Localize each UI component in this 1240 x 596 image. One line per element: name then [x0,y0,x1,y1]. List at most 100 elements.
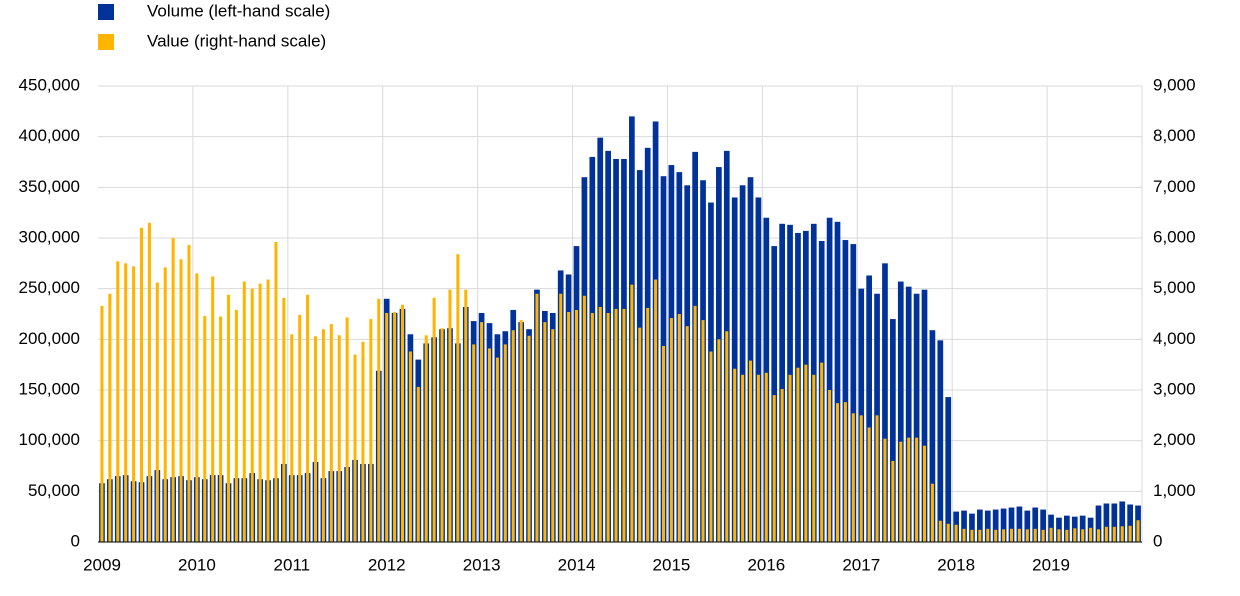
value-bar [266,279,270,542]
value-bar [812,374,816,542]
volume-bar [842,240,849,542]
y2-tick-label: 4,000 [1153,329,1196,348]
value-bar [891,460,895,542]
value-bar [377,298,381,542]
value-bar [1136,520,1140,542]
value-bar [598,306,602,542]
value-bar [915,437,919,542]
value-bar [1041,529,1045,542]
y2-tick-label: 8,000 [1153,126,1196,145]
value-bar [226,294,231,542]
value-bar [954,524,958,542]
value-bar [448,289,452,542]
x-tick-label: 2013 [463,555,501,574]
value-bar [646,307,650,542]
legend-label: Volume (left-hand scale) [147,1,330,20]
value-bar [219,316,223,542]
value-bar [211,276,215,542]
y-tick-label: 150,000 [19,379,80,398]
volume-bar [834,221,841,542]
volume-bar [945,397,952,542]
value-bar [329,324,333,542]
value-bar [234,309,238,542]
value-bar [661,345,666,542]
value-bar [741,374,745,542]
volume-bar [992,509,999,542]
value-bar [1017,528,1021,542]
volume-bar [1095,505,1102,542]
value-bar [559,293,563,542]
value-bar [567,311,571,542]
value-bar [669,318,673,542]
volume-bar [1032,507,1039,542]
value-bar [385,312,389,542]
volume-bar [1079,515,1086,542]
x-tick-label: 2017 [842,555,880,574]
value-bar [1049,527,1053,542]
value-bar [867,427,871,542]
value-bar [764,372,768,542]
value-bar [970,529,974,542]
value-bar [875,415,879,542]
y2-tick-label: 7,000 [1153,177,1196,196]
value-bar [907,437,911,542]
x-tick-label: 2011 [274,555,311,574]
value-bar [408,351,412,542]
value-bar [788,374,792,542]
y2-tick-label: 6,000 [1153,227,1196,246]
value-bar [290,334,294,542]
volume-bar [1016,506,1023,542]
value-bar [511,330,515,542]
value-bar [1096,529,1101,542]
value-bar [582,295,586,542]
value-bar [614,308,618,542]
value-bar [851,413,855,542]
value-bar [1009,528,1014,542]
volume-bar [771,246,778,542]
value-bar [733,368,737,542]
volume-bar [739,185,746,542]
value-bar [574,309,579,542]
x-tick-label: 2009 [83,555,121,574]
volume-bar [977,509,983,542]
y-tick-label: 0 [71,531,80,550]
value-bar [606,312,610,542]
value-bar [804,364,808,542]
y2-tick-label: 5,000 [1153,278,1196,297]
value-bar [306,294,310,542]
value-bar [480,322,484,542]
value-bar [756,374,760,542]
volume-bar [747,177,754,542]
value-bar [369,319,373,542]
value-bar [978,529,982,542]
value-bar [487,348,492,542]
value-bar [155,282,159,542]
volume-bar [937,340,944,542]
value-bar [543,322,547,542]
volume-bar [905,286,912,542]
value-bar [1033,528,1037,542]
value-bar [495,357,499,542]
value-bar [179,259,183,542]
y2-tick-label: 9,000 [1153,75,1196,94]
value-bar [274,242,278,542]
value-bar [337,335,341,542]
value-bar [400,304,405,542]
volume-bar [913,293,920,542]
value-bar [962,528,966,542]
value-bar [994,529,998,542]
value-bar [748,360,753,542]
value-bar [535,293,539,542]
y2-tick-label: 3,000 [1153,379,1196,398]
volume-bar [866,275,872,542]
x-tick-label: 2019 [1032,555,1070,574]
volume-bar [779,223,785,542]
value-bar [622,308,626,542]
value-bar [938,520,942,542]
value-bar [820,362,824,542]
volume-bar [1008,507,1015,542]
value-bar [519,320,523,542]
value-bar [1104,526,1108,542]
value-bar [250,288,254,542]
